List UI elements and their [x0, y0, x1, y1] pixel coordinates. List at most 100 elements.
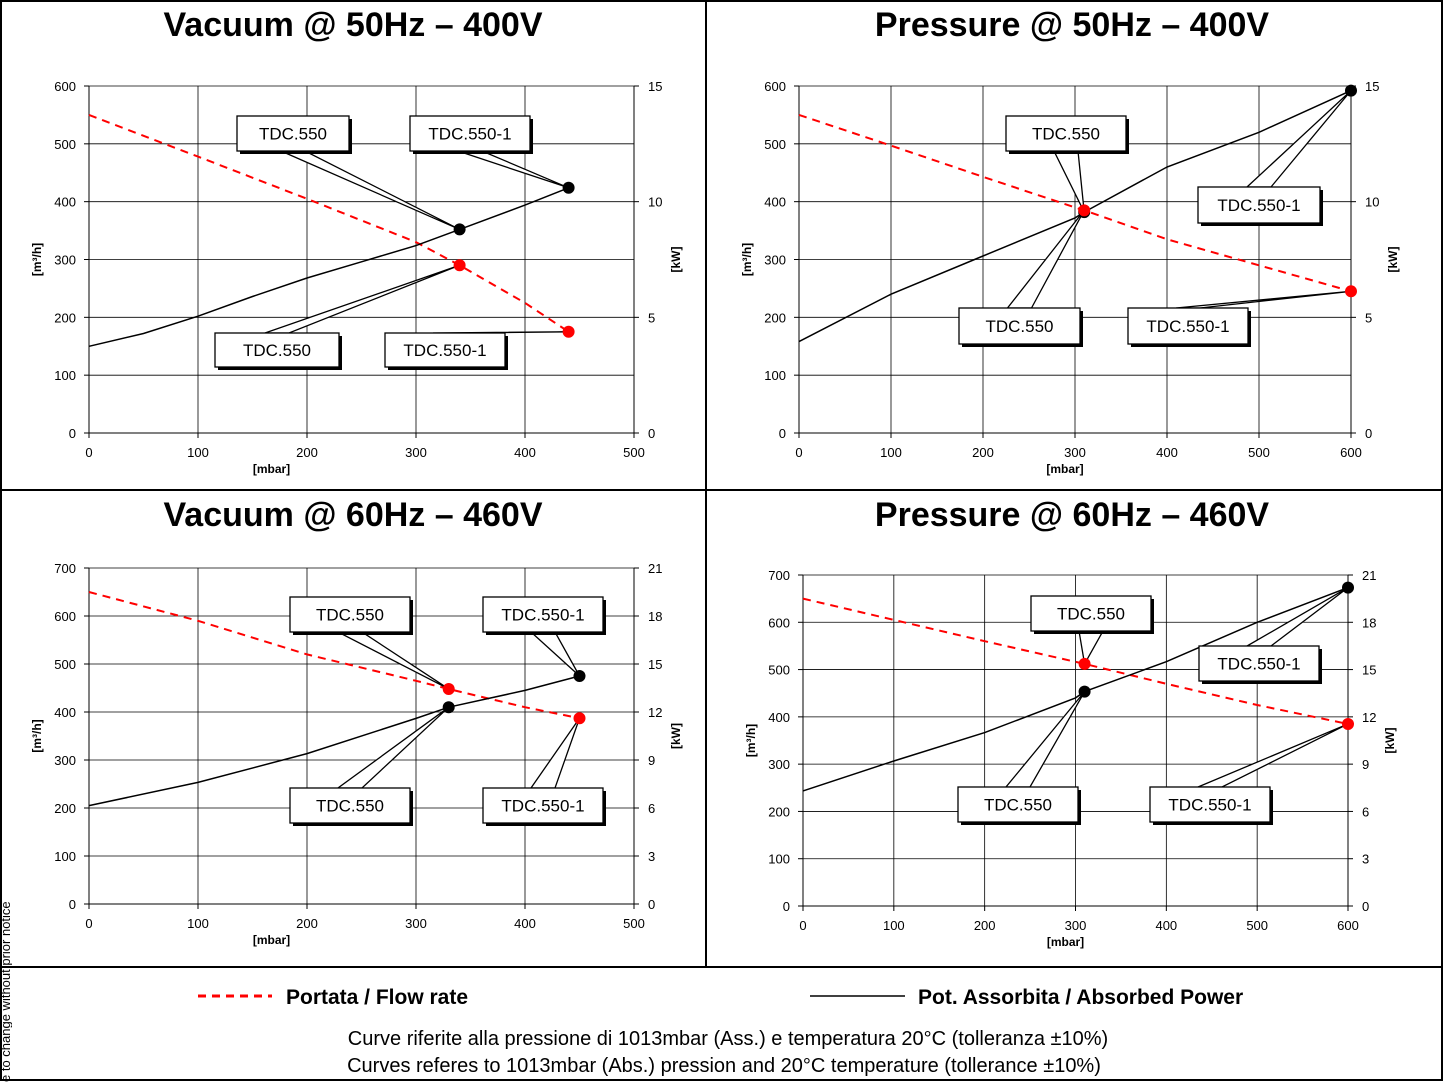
y2-axis-label: [kW]	[1383, 728, 1397, 754]
callout-label: TDC.550	[316, 606, 384, 625]
power-point-marker	[562, 181, 575, 194]
callout-label: TDC.550	[316, 797, 384, 816]
callout-box	[214, 332, 340, 368]
callout-box	[289, 787, 411, 824]
x-tick-label: 100	[883, 918, 905, 933]
chart-title: Pressure @ 60Hz – 460V	[875, 496, 1269, 534]
callout-leader	[1244, 587, 1349, 647]
y-tick-label: 600	[54, 79, 76, 94]
x-axis-label: [mbar]	[1047, 935, 1084, 949]
x-tick-label: 100	[187, 916, 209, 931]
x-tick-label: 400	[1156, 445, 1178, 460]
flow-point-marker	[1078, 204, 1091, 217]
y-tick-label: 200	[54, 801, 76, 816]
y-tick-label: 200	[764, 310, 786, 325]
y-tick-label: 300	[54, 253, 76, 268]
callout-leader	[1197, 723, 1349, 788]
y-tick-label: 0	[779, 426, 786, 441]
y-axis-label: [m³/h]	[740, 243, 754, 276]
x-tick-label: 300	[1065, 918, 1087, 933]
x-tick-label: 400	[1155, 918, 1177, 933]
absorbed-power-line	[88, 675, 580, 807]
x-tick-label: 400	[514, 445, 536, 460]
y-tick-label: 700	[768, 568, 790, 583]
callout-box	[289, 596, 411, 633]
y2-tick-label: 0	[648, 426, 655, 441]
side-note: e to change without prior notice	[0, 760, 12, 1082]
callout-leader	[457, 150, 569, 189]
x-tick-label: 300	[1064, 445, 1086, 460]
y-axis-label: [m³/h]	[744, 724, 758, 757]
callout-label: TDC.550-1	[1217, 655, 1300, 674]
callout-label: TDC.550-1	[1146, 317, 1229, 336]
callout-label: TDC.550-1	[501, 797, 584, 816]
flow-point-marker	[453, 259, 466, 272]
flow-point-marker	[1078, 657, 1091, 670]
callout-leader	[264, 264, 460, 334]
x-tick-label: 500	[1248, 445, 1270, 460]
side-note-text: e to change without prior notice	[0, 901, 12, 1082]
callout-leader	[336, 706, 450, 789]
y-tick-label: 500	[54, 657, 76, 672]
y-tick-label: 500	[54, 137, 76, 152]
x-tick-label: 200	[296, 916, 318, 931]
y-tick-label: 400	[768, 710, 790, 725]
y2-tick-label: 15	[648, 657, 662, 672]
callout-label: TDC.550	[985, 317, 1053, 336]
y2-axis-label: [kW]	[669, 247, 683, 273]
y-tick-label: 200	[54, 310, 76, 325]
y2-tick-label: 21	[1362, 568, 1376, 583]
callout-box	[409, 115, 531, 152]
callout-box	[1005, 115, 1127, 152]
note-line-italian: Curve riferite alla pressione di 1013mba…	[348, 1028, 1108, 1050]
callout-leader	[1004, 691, 1086, 788]
x-axis-label: [mbar]	[253, 462, 290, 476]
note-line-english: Curves referes to 1013mbar (Abs.) pressi…	[347, 1055, 1101, 1077]
callout-box	[957, 786, 1079, 823]
callout-leader	[337, 631, 450, 690]
callout-box	[236, 115, 350, 152]
y-tick-label: 300	[768, 757, 790, 772]
chart-title: Pressure @ 50Hz – 400V	[875, 6, 1269, 44]
callout-leader	[1175, 290, 1352, 309]
x-tick-label: 100	[880, 445, 902, 460]
x-tick-label: 600	[1337, 918, 1359, 933]
y-tick-label: 100	[54, 368, 76, 383]
legend-flow-label: Portata / Flow rate	[286, 986, 468, 1009]
x-tick-label: 0	[85, 916, 92, 931]
y2-tick-label: 21	[648, 561, 662, 576]
y-tick-label: 0	[69, 897, 76, 912]
absorbed-power-line	[88, 187, 569, 348]
x-tick-label: 200	[972, 445, 994, 460]
y-tick-label: 500	[768, 663, 790, 678]
power-point-marker	[1078, 685, 1091, 698]
flow-point-marker	[1345, 285, 1357, 298]
y2-tick-label: 0	[1365, 426, 1372, 441]
y-axis-label: [m³/h]	[30, 719, 44, 752]
y-tick-label: 100	[764, 368, 786, 383]
x-tick-label: 500	[623, 916, 645, 931]
callout-leader	[529, 631, 581, 677]
x-tick-label: 300	[405, 445, 427, 460]
y2-tick-label: 10	[1365, 195, 1379, 210]
callout-label: TDC.550-1	[403, 341, 486, 360]
y2-axis-label: [kW]	[1386, 247, 1400, 273]
power-point-marker	[453, 223, 466, 236]
callout-box	[1198, 645, 1320, 682]
x-tick-label: 0	[85, 445, 92, 460]
y2-axis-label: [kW]	[669, 723, 683, 749]
y-tick-label: 100	[54, 849, 76, 864]
flow-rate-line	[88, 113, 570, 333]
flow-point-marker	[562, 325, 575, 338]
flow-rate-line	[802, 597, 1349, 725]
y2-tick-label: 10	[648, 195, 662, 210]
y-tick-label: 200	[768, 804, 790, 819]
y-tick-label: 400	[54, 195, 76, 210]
callout-box	[384, 332, 506, 368]
y-tick-label: 300	[54, 753, 76, 768]
y-tick-label: 500	[764, 137, 786, 152]
legend-power-label: Pot. Assorbita / Absorbed Power	[918, 986, 1243, 1009]
y2-tick-label: 12	[1362, 710, 1376, 725]
